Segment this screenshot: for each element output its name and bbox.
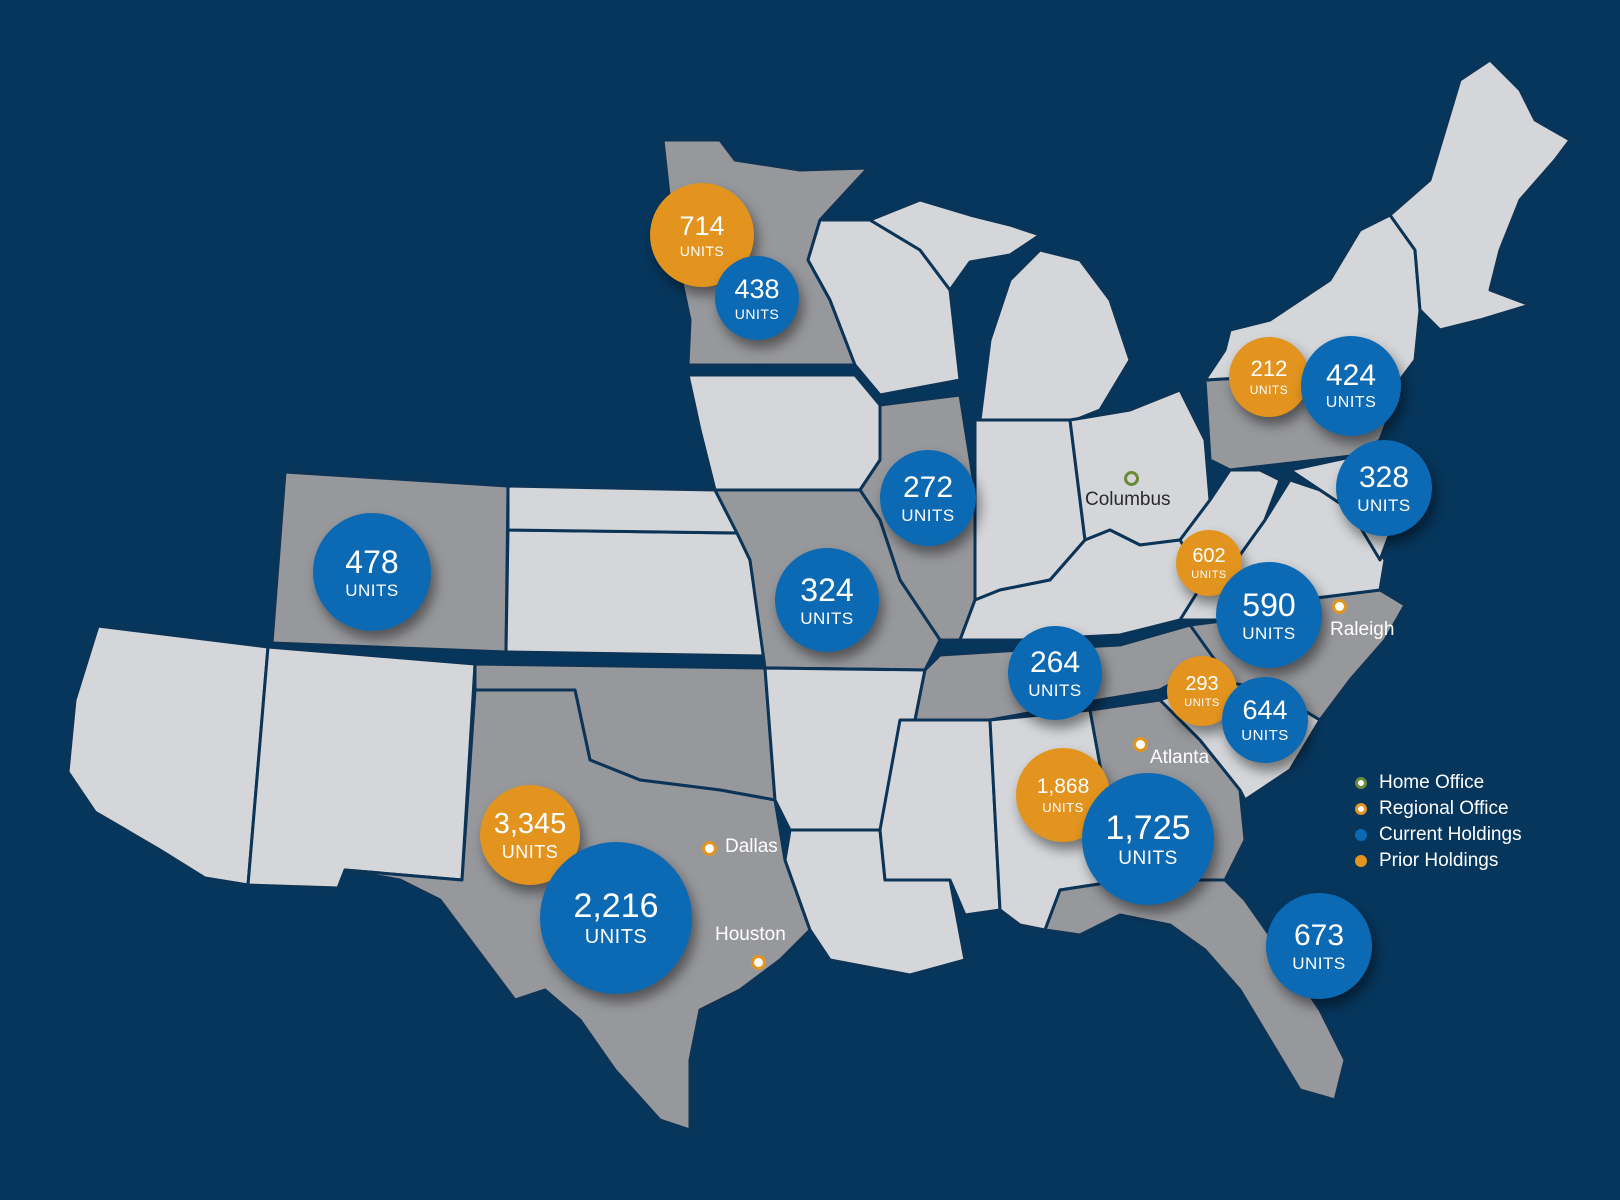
holding-unit: UNITS (1042, 800, 1084, 815)
holding-bubble-tennessee-current[interactable]: 264 UNITS (1008, 626, 1102, 720)
regional-office-marker-icon (1355, 803, 1367, 815)
holding-value: 3,345 (493, 807, 567, 840)
legend-label: Home Office (1379, 772, 1485, 793)
state-wisconsin (806, 218, 962, 397)
legend-label: Current Holdings (1379, 824, 1522, 845)
holding-unit: UNITS (1184, 696, 1220, 709)
city-marker-columbus (1124, 471, 1139, 486)
state-michigan (978, 248, 1132, 422)
holding-bubble-minnesota-current[interactable]: 438 UNITS (715, 256, 799, 340)
state-iowa (686, 373, 882, 492)
holding-value: 673 (1293, 918, 1345, 952)
city-marker-raleigh (1332, 599, 1347, 614)
holding-value: 644 (1242, 695, 1288, 725)
city-label-columbus: Columbus (1085, 489, 1171, 510)
lake-michigan (955, 262, 1000, 420)
holding-bubble-georgia-current[interactable]: 1,725 UNITS (1082, 773, 1214, 905)
holding-unit: UNITS (1242, 623, 1296, 643)
holding-unit: UNITS (1292, 953, 1346, 973)
holding-value: 328 (1358, 460, 1410, 494)
state-kansas (504, 528, 767, 658)
current-holdings-dot-icon (1355, 829, 1367, 841)
city-label-atlanta: Atlanta (1150, 747, 1210, 768)
holding-unit: UNITS (584, 926, 648, 948)
holding-bubble-texas-current[interactable]: 2,216 UNITS (540, 842, 692, 994)
city-label-raleigh: Raleigh (1330, 619, 1395, 640)
holding-value: 2,216 (573, 887, 659, 925)
holding-value: 1,725 (1105, 808, 1191, 847)
holding-unit: UNITS (679, 242, 725, 259)
state-arizona (66, 624, 270, 887)
holding-bubble-pennsylvania-prior[interactable]: 212 UNITS (1229, 337, 1309, 417)
holding-bubble-colorado-current[interactable]: 478 UNITS (313, 513, 431, 631)
holding-value: 264 (1029, 645, 1081, 679)
holding-unit: UNITS (1191, 568, 1227, 581)
holding-bubble-illinois-current[interactable]: 272 UNITS (880, 450, 976, 546)
holding-bubble-missouri-current[interactable]: 324 UNITS (775, 548, 879, 652)
holding-bubble-northcarolina-current[interactable]: 590 UNITS (1216, 562, 1322, 668)
holding-unit: UNITS (800, 608, 854, 628)
holding-value: 478 (345, 543, 399, 580)
holding-unit: UNITS (901, 505, 955, 525)
legend-item-current-holdings: Current Holdings (1355, 822, 1522, 848)
city-marker-houston (751, 955, 766, 970)
holding-unit: UNITS (1028, 680, 1082, 700)
city-marker-atlanta (1133, 737, 1148, 752)
holding-bubble-westvirginia-prior[interactable]: 602 UNITS (1176, 530, 1242, 596)
legend-item-home-office: Home Office (1355, 770, 1522, 796)
holding-value: 438 (734, 273, 780, 304)
holding-unit: UNITS (1325, 394, 1377, 411)
holding-value: 212 (1250, 356, 1288, 381)
holding-unit: UNITS (345, 580, 399, 600)
legend-item-prior-holdings: Prior Holdings (1355, 848, 1522, 874)
holding-value: 590 (1242, 586, 1296, 623)
holding-bubble-midatlantic-current[interactable]: 328 UNITS (1336, 440, 1432, 536)
state-new-england (1388, 58, 1572, 332)
state-kentucky (958, 528, 1207, 642)
holding-unit: UNITS (734, 305, 780, 322)
map-legend: Home Office Regional Office Current Hold… (1355, 770, 1522, 874)
city-marker-dallas (702, 841, 717, 856)
holding-value: 293 (1185, 672, 1219, 695)
legend-label: Regional Office (1379, 798, 1509, 819)
holding-value: 272 (902, 470, 954, 504)
holding-unit: UNITS (1249, 383, 1289, 397)
state-michigan-upper (868, 198, 1042, 292)
state-new-mexico (246, 645, 477, 890)
holding-value: 1,868 (1036, 775, 1090, 798)
state-nebraska (506, 484, 739, 535)
holding-unit: UNITS (1118, 847, 1178, 869)
holding-unit: UNITS (501, 841, 559, 862)
home-office-marker-icon (1355, 777, 1367, 789)
holding-bubble-pennsylvania-current[interactable]: 424 UNITS (1301, 336, 1401, 436)
city-label-dallas: Dallas (725, 836, 778, 857)
holding-unit: UNITS (1241, 727, 1289, 744)
city-label-houston: Houston (715, 924, 786, 945)
holding-bubble-southcarolina-current[interactable]: 644 UNITS (1222, 677, 1308, 763)
prior-holdings-dot-icon (1355, 855, 1367, 867)
holding-value: 602 (1192, 544, 1226, 567)
holding-bubble-alabama-prior[interactable]: 1,868 UNITS (1016, 748, 1110, 842)
holding-bubble-florida-current[interactable]: 673 UNITS (1266, 893, 1372, 999)
holding-value: 714 (679, 210, 725, 241)
holding-unit: UNITS (1357, 495, 1411, 515)
holding-value: 424 (1325, 359, 1377, 392)
legend-label: Prior Holdings (1379, 850, 1499, 871)
legend-item-regional-office: Regional Office (1355, 796, 1522, 822)
holding-value: 324 (800, 571, 854, 608)
